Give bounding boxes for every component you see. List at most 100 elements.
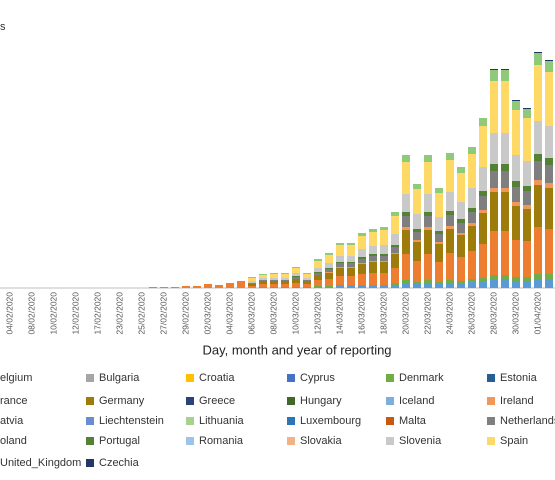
x-tick-label: 24/03/2020 [444, 292, 454, 335]
bar-segment [402, 227, 410, 230]
legend-label: Croatia [199, 372, 235, 384]
bar-segment [391, 245, 399, 247]
bar-segment [523, 186, 531, 191]
bar-segment [215, 285, 223, 288]
bar-segment [270, 284, 278, 287]
x-tick-label: 14/03/2020 [334, 292, 344, 335]
bar-segment [534, 121, 542, 154]
bar-segment [435, 242, 443, 244]
bar-segment [380, 261, 388, 262]
bar-segment [358, 233, 366, 236]
bar-segment [325, 273, 333, 279]
bar-segment [523, 191, 531, 205]
legend-label: elgium [0, 372, 32, 384]
bar-segment [281, 273, 289, 274]
bar-segment [424, 283, 432, 288]
bar-segment [380, 262, 388, 273]
bar-segment [545, 274, 553, 279]
bar-segment [512, 155, 520, 181]
bar-segment [523, 281, 531, 288]
bar-segment [435, 231, 443, 234]
bar-segment [413, 232, 421, 240]
bar-segment [501, 188, 509, 192]
bar-segment [347, 267, 355, 268]
bar-segment [534, 227, 542, 274]
bar-segment [347, 268, 355, 276]
bar-segment [358, 286, 366, 288]
legend-swatch [487, 397, 495, 405]
bar-segment [380, 273, 388, 285]
bar-segment [446, 280, 454, 283]
bar-segment [347, 256, 355, 262]
bar-segment [358, 264, 366, 274]
x-tick-label: 02/03/2020 [202, 292, 212, 335]
bar-segment [545, 165, 553, 183]
bar-segment [490, 275, 498, 279]
bar-segment [512, 277, 520, 281]
bar-segment [534, 161, 542, 180]
bar-segment [281, 284, 289, 287]
bar-segment [314, 286, 322, 287]
bar-segment [501, 231, 509, 275]
bar-segment [369, 286, 377, 288]
bar-segment [523, 241, 531, 277]
bar-segment [435, 284, 443, 288]
bar-segment [380, 286, 388, 288]
bar-segment [457, 219, 465, 223]
legend-label: Romania [199, 435, 244, 447]
bar-segment [369, 229, 377, 232]
bar-segment [160, 287, 168, 288]
legend-label: Netherlands [500, 415, 555, 427]
bar-segment [303, 280, 311, 281]
bar-segment [325, 272, 333, 273]
legend-swatch [86, 374, 94, 382]
bar-segment [369, 256, 377, 261]
bar-segment [259, 274, 267, 275]
bar-segment [237, 281, 245, 288]
bar-segment [479, 281, 487, 288]
x-tick-label: 01/04/2020 [532, 292, 542, 335]
x-tick-label: 18/03/2020 [378, 292, 388, 335]
bar-segment [501, 192, 509, 231]
bar-segment [534, 52, 542, 53]
bar-segment [446, 215, 454, 226]
bar-segment [248, 277, 256, 278]
bar-segment [534, 180, 542, 185]
bar-segment [468, 188, 476, 208]
bar-segment [270, 274, 278, 278]
bar-segment [402, 194, 410, 212]
legend-swatch [287, 437, 295, 445]
bar-segment [413, 184, 421, 189]
bar-segment [534, 65, 542, 121]
bar-segment [270, 287, 278, 288]
bar-segment [457, 223, 465, 233]
legend-swatch [186, 417, 194, 425]
bar-segment [358, 257, 366, 259]
bar-segment [402, 155, 410, 162]
bar-segment [314, 261, 322, 268]
bar-segment [512, 206, 520, 240]
bar-segment [325, 253, 333, 255]
bar-segment [402, 212, 410, 216]
bar-segment [490, 171, 498, 188]
bar-segment [402, 230, 410, 254]
bar-segment [468, 208, 476, 212]
bar-segment [358, 249, 366, 257]
legend-label: Cyprus [300, 372, 335, 384]
bar-segment [248, 284, 256, 286]
bar-segment [270, 278, 278, 280]
legend-label: atvia [0, 415, 24, 427]
bar-segment [292, 268, 300, 273]
bar-segment [512, 110, 520, 155]
x-tick-label: 06/03/2020 [246, 292, 256, 335]
bar-segment [248, 286, 256, 288]
legend-label: Greece [199, 395, 235, 407]
bar-segment [545, 158, 553, 165]
bar-segment [402, 162, 410, 194]
bar-segment [402, 280, 410, 283]
bar-segment [501, 164, 509, 171]
bar-segment [303, 284, 311, 287]
bar-segment [523, 118, 531, 161]
x-tick-label: 04/03/2020 [224, 292, 234, 335]
x-tick-label: 16/03/2020 [356, 292, 366, 335]
